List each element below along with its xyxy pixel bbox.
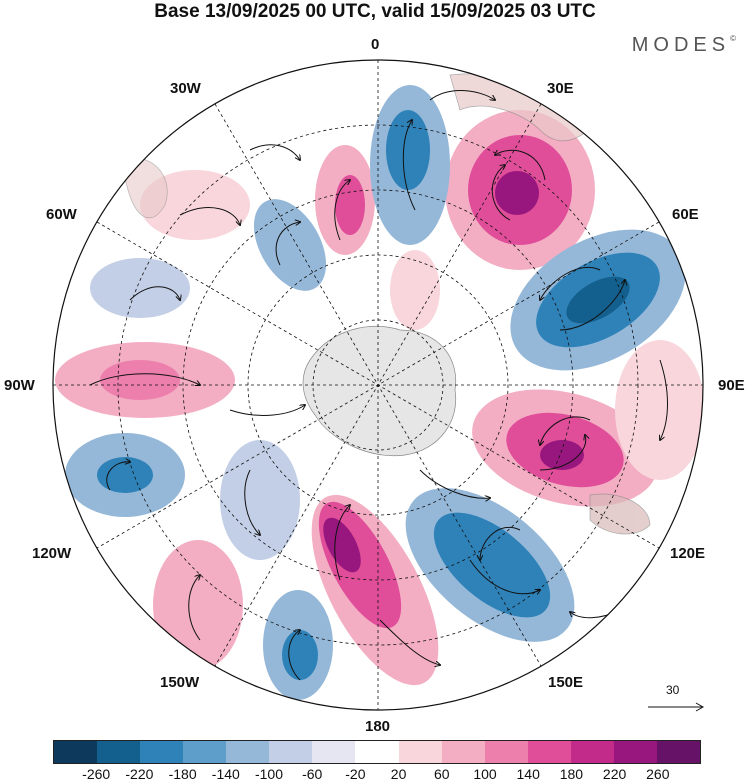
anomaly-positive: [495, 171, 539, 215]
colorbar-tick-label: -100: [254, 766, 284, 782]
lon-label-60w: 60W: [46, 206, 77, 223]
colorbar-tick-label: -180: [168, 766, 197, 782]
colorbar-tick-label: 220: [602, 766, 627, 782]
anomaly-positive: [100, 360, 180, 400]
brand-text: MODES: [631, 34, 731, 56]
modes-logo: MODES©: [632, 34, 736, 57]
lon-label-0: 0: [371, 36, 380, 53]
anomaly-negative: [282, 630, 318, 680]
lon-label-90e: 90E: [718, 377, 745, 394]
colorbar-swatch: [312, 741, 356, 763]
colorbar-swatch: [269, 741, 313, 763]
colorbar-tick-label: -260: [82, 766, 111, 782]
colorbar-swatch: [656, 741, 700, 763]
anomaly-positive: [323, 517, 361, 573]
anomaly-positive: [390, 250, 440, 330]
anomaly-negative: [97, 457, 153, 493]
anomaly-positive: [335, 175, 365, 235]
lon-label-60e: 60E: [672, 206, 699, 223]
lon-label-150e: 150E: [548, 674, 584, 691]
landmass: [589, 493, 651, 535]
colorbar: [53, 740, 701, 764]
colorbar-swatch: [484, 741, 528, 763]
colorbar-tick-label: -220: [125, 766, 154, 782]
colorbar-tick-label: -20: [345, 766, 366, 782]
colorbar-tick-label: 100: [473, 766, 497, 782]
colorbar-tick-label: 20: [390, 766, 407, 782]
graticule: [53, 60, 703, 710]
colorbar-swatch: [355, 741, 399, 763]
colorbar-swatch: [570, 741, 614, 763]
colorbar-swatch: [97, 741, 141, 763]
anomaly-negative: [566, 276, 630, 324]
lon-label-30e: 30E: [547, 80, 574, 97]
lon-label-150w: 150W: [160, 674, 200, 691]
lon-label-30w: 30W: [170, 80, 201, 97]
map-border: [52, 59, 704, 711]
colorbar-ticks: -260 -220 -180 -140 -100 -60 -20 20 60 100 140 180 2…: [0, 766, 750, 784]
colorbar-swatch: [398, 741, 442, 763]
colorbar-tick-label: 140: [516, 766, 540, 782]
colorbar-swatch: [441, 741, 485, 763]
wind-vectors: [89, 90, 668, 681]
colorbar-swatch: [613, 741, 657, 763]
reference-vector: 30: [646, 683, 706, 719]
brand-mark: ©: [730, 34, 736, 43]
colorbar-tick-label: 60: [434, 766, 450, 782]
antarctica: [302, 325, 457, 457]
reference-vector-label: 30: [666, 683, 680, 697]
lon-label-120w: 120W: [32, 545, 72, 562]
colorbar-tick-label: 180: [559, 766, 584, 782]
anomaly-positive: [153, 540, 243, 670]
anomaly-positive: [540, 440, 584, 470]
colorbar-swatch: [140, 741, 184, 763]
anomaly-negative: [386, 110, 430, 190]
colorbar-swatch: [226, 741, 270, 763]
colorbar-tick-label: 260: [646, 766, 670, 782]
colorbar-swatch: [183, 741, 227, 763]
anomaly-negative: [253, 199, 327, 291]
anomaly-negative: [220, 440, 300, 560]
colorbar-swatch: [527, 741, 571, 763]
anomaly-positive: [140, 170, 250, 240]
lon-label-120e: 120E: [670, 545, 706, 562]
anomaly-negative: [433, 512, 551, 618]
polar-map: [52, 59, 704, 711]
colorbar-swatch: [54, 741, 98, 763]
reference-arrow-icon: [648, 702, 705, 712]
lon-label-180: 180: [365, 718, 391, 735]
colorbar-tick-label: -60: [302, 766, 323, 782]
anomaly-negative: [90, 258, 190, 318]
map-title: Base 13/09/2025 00 UTC, valid 15/09/2025…: [154, 1, 596, 22]
anomaly-field: [55, 85, 703, 700]
lon-label-90w: 90W: [4, 377, 35, 394]
colorbar-tick-label: -140: [211, 766, 240, 782]
